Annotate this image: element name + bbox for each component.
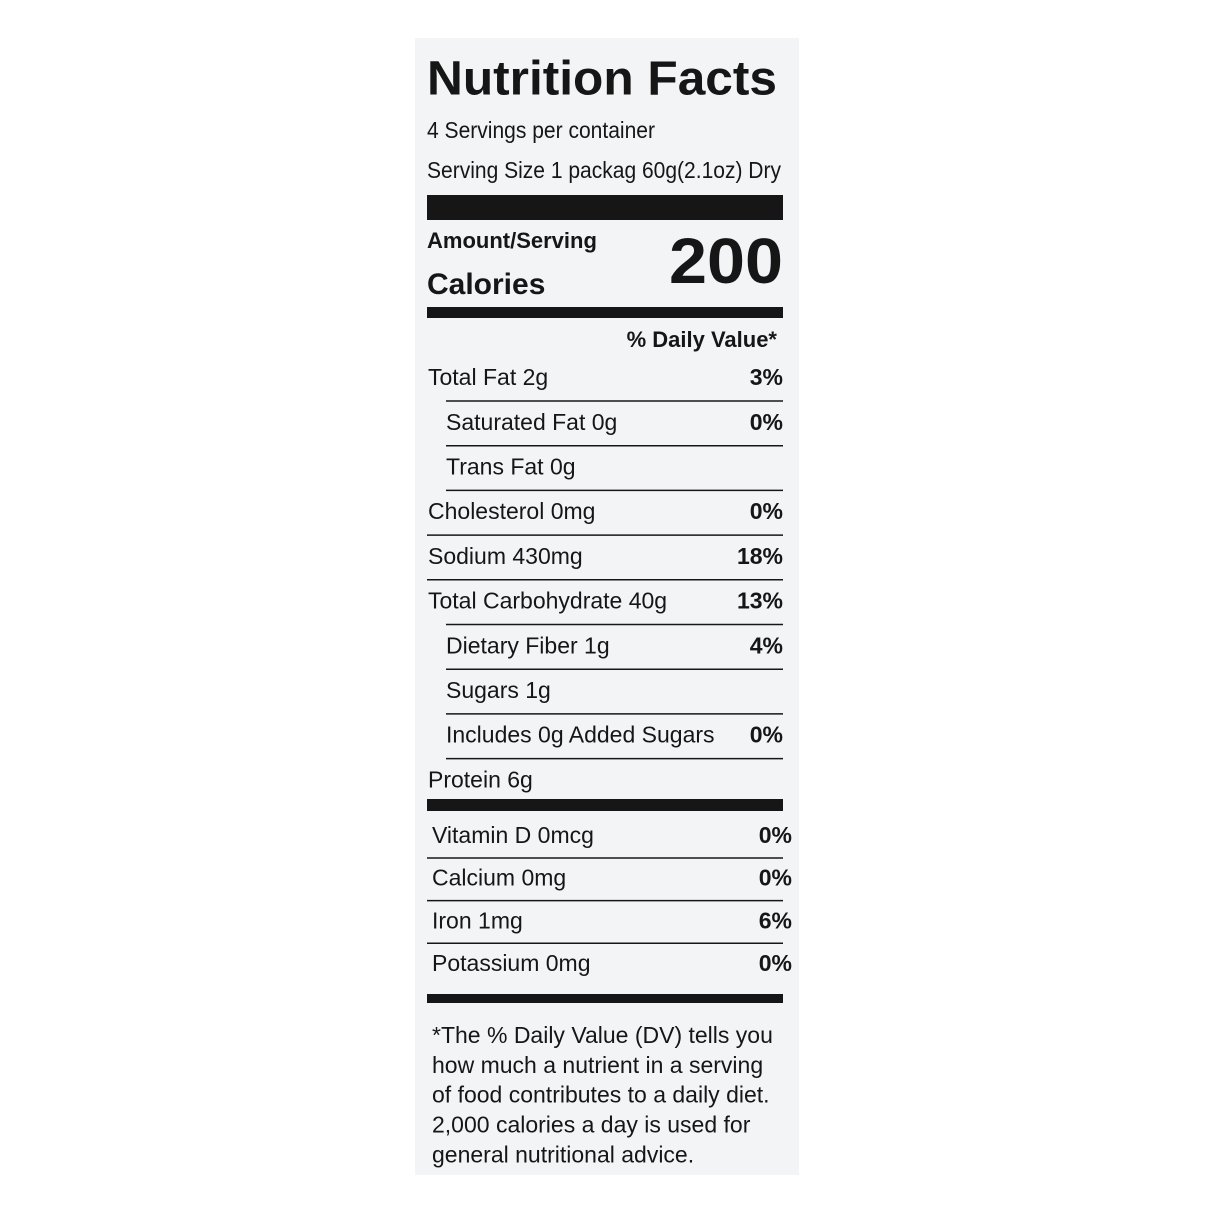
medium-bar xyxy=(427,307,783,318)
vitamin-label: Iron 1mg xyxy=(432,907,523,933)
thick-bar xyxy=(427,195,783,220)
vitamin-label: Potassium 0mg xyxy=(432,950,591,976)
footnote-line: general nutritional advice. xyxy=(432,1141,694,1167)
nutrient-label: Total Fat 2g xyxy=(428,364,548,390)
nutrient-dv: 13% xyxy=(737,588,783,614)
footnote-line: how much a nutrient in a serving xyxy=(432,1052,763,1078)
nutrient-label: Dietary Fiber 1g xyxy=(446,632,610,658)
nutrient-dv: 0% xyxy=(750,722,783,748)
nutrient-dv: 0% xyxy=(750,409,783,435)
vitamin-dv: 6% xyxy=(759,907,792,933)
nutrient-label: Total Carbohydrate 40g xyxy=(428,588,667,614)
nutrient-dv: 18% xyxy=(737,543,783,569)
nutrient-dv: 3% xyxy=(750,364,783,390)
calories: 200 xyxy=(669,225,783,297)
title: Nutrition Facts xyxy=(427,53,777,106)
vitamin-dv: 0% xyxy=(759,950,792,976)
nutrient-label: Trans Fat 0g xyxy=(446,453,576,479)
footnote-line: 2,000 calories a day is used for xyxy=(432,1111,751,1137)
nutrient-dv: 4% xyxy=(750,632,783,658)
vitamin-label: Calcium 0mg xyxy=(432,865,566,891)
nutrient-label: Saturated Fat 0g xyxy=(446,409,617,435)
footnote-line: of food contributes to a daily diet. xyxy=(432,1082,770,1108)
label-panel xyxy=(415,38,799,1175)
servings: 4 Servings per container xyxy=(427,117,655,143)
vitamin-label: Vitamin D 0mcg xyxy=(432,822,594,848)
amount-per-serving: Amount/Serving xyxy=(427,228,597,253)
medium-bar xyxy=(427,799,783,811)
serving-size: Serving Size 1 packag 60g(2.1oz) Dry xyxy=(427,157,781,183)
nutrient-label: Cholesterol 0mg xyxy=(428,498,595,524)
footnote-line: *The % Daily Value (DV) tells you xyxy=(432,1022,773,1048)
nutrient-label: Includes 0g Added Sugars xyxy=(446,722,715,748)
nutrient-label: Protein 6g xyxy=(428,766,533,792)
nutrient-label: Sugars 1g xyxy=(446,677,551,703)
vitamin-dv: 0% xyxy=(759,865,792,891)
nutrient-dv: 0% xyxy=(750,498,783,524)
medium-bar xyxy=(427,994,783,1003)
vitamin-dv: 0% xyxy=(759,822,792,848)
nutrient-label: Sodium 430mg xyxy=(428,543,583,569)
daily-value-header: % Daily Value* xyxy=(627,327,778,352)
calories-label: Calories xyxy=(427,268,545,301)
